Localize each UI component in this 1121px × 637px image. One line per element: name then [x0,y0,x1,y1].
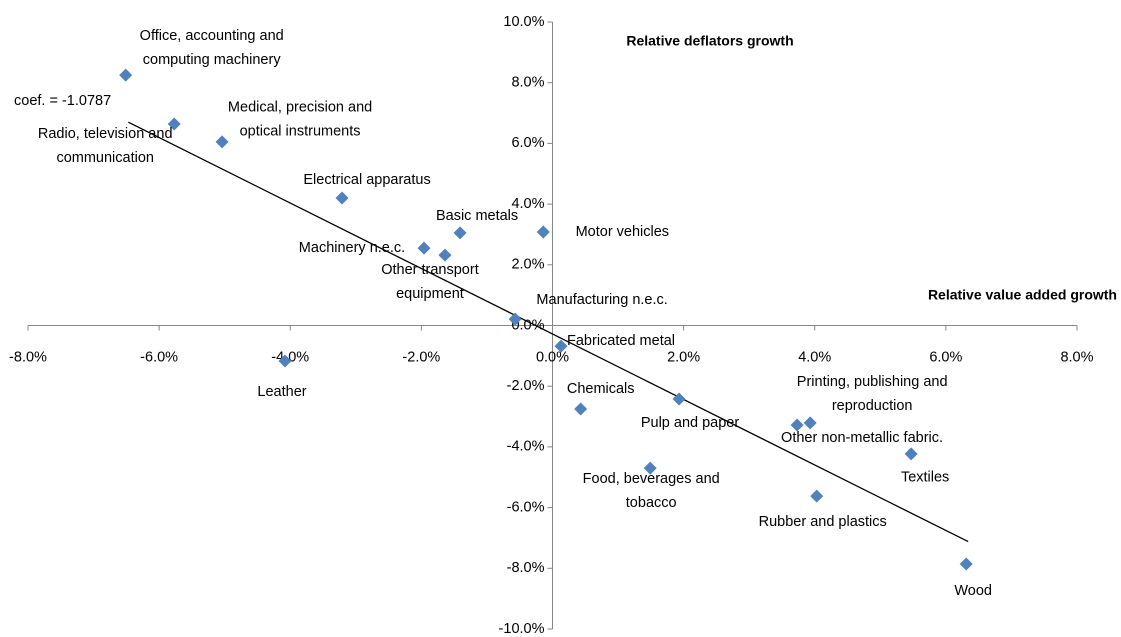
point-label: Food, beverages and [583,471,720,487]
marker [438,248,452,262]
x-tick-label: 2.0% [667,349,700,365]
point-label: Other non-metallic fabric. [781,430,943,446]
point-label: communication [56,150,154,166]
point-label: Motor vehicles [576,224,669,240]
x-tick-label: -8.0% [9,349,47,365]
marker [790,418,804,432]
x-tick-label: -4.0% [271,349,309,365]
marker [453,226,467,240]
marker [672,392,686,406]
x-axis-title: Relative value added growth [928,287,1117,303]
trend-line [128,121,969,543]
point-label: reproduction [832,398,913,414]
y-tick-label: -8.0% [507,560,545,576]
annotation: coef. = -1.0787 [14,93,111,109]
y-tick-label: 8.0% [511,75,544,91]
point-label: tobacco [626,495,677,511]
marker [167,117,181,131]
marker [119,68,133,82]
x-tick-label: 0.0% [536,349,569,365]
marker [904,447,918,461]
point-label: Wood [954,583,992,599]
marker [803,416,817,430]
x-tick-label: 6.0% [929,349,962,365]
marker [215,135,229,149]
marker [574,402,588,416]
point-label: Leather [257,384,306,400]
y-tick-label: -2.0% [507,378,545,394]
marker [335,191,349,205]
point-label: Manufacturing n.e.c. [536,292,667,308]
point-label: Fabricated metal [567,333,675,349]
point-label: equipment [396,286,464,302]
marker [810,489,824,503]
point-label: Printing, publishing and [797,374,948,390]
y-tick-label: 4.0% [511,196,544,212]
point-label: Chemicals [567,381,635,397]
marker [417,241,431,255]
point-label: Basic metals [436,208,518,224]
marker [508,312,522,326]
point-label: Other transport [381,262,479,278]
y-tick-label: 10.0% [503,14,544,30]
point-label: Rubber and plastics [759,514,887,530]
point-label: Machinery n.e.c. [299,240,405,256]
y-tick-label: -6.0% [507,499,545,515]
point-label: Textiles [901,470,949,486]
point-label: optical instruments [240,124,361,140]
x-tick-label: 4.0% [798,349,831,365]
point-label: Electrical apparatus [303,172,430,188]
y-tick-label: -10.0% [499,621,545,637]
marker [536,225,550,239]
marker [643,461,657,475]
point-label: Pulp and paper [641,415,740,431]
point-label: computing machinery [143,52,282,68]
point-label: Office, accounting and [140,28,284,44]
y-tick-label: 2.0% [511,257,544,273]
y-tick-label: -4.0% [507,439,545,455]
x-tick-label: -2.0% [402,349,440,365]
marker [959,557,973,571]
y-tick-label: 6.0% [511,135,544,151]
y-axis-title: Relative deflators growth [626,33,793,49]
point-label: Radio, television and [38,126,173,142]
marker [554,339,568,353]
marker [278,354,292,368]
x-tick-label: -6.0% [140,349,178,365]
y-tick-label: 0.0% [511,317,544,333]
point-label: Medical, precision and [228,100,372,116]
x-tick-label: 8.0% [1060,349,1093,365]
